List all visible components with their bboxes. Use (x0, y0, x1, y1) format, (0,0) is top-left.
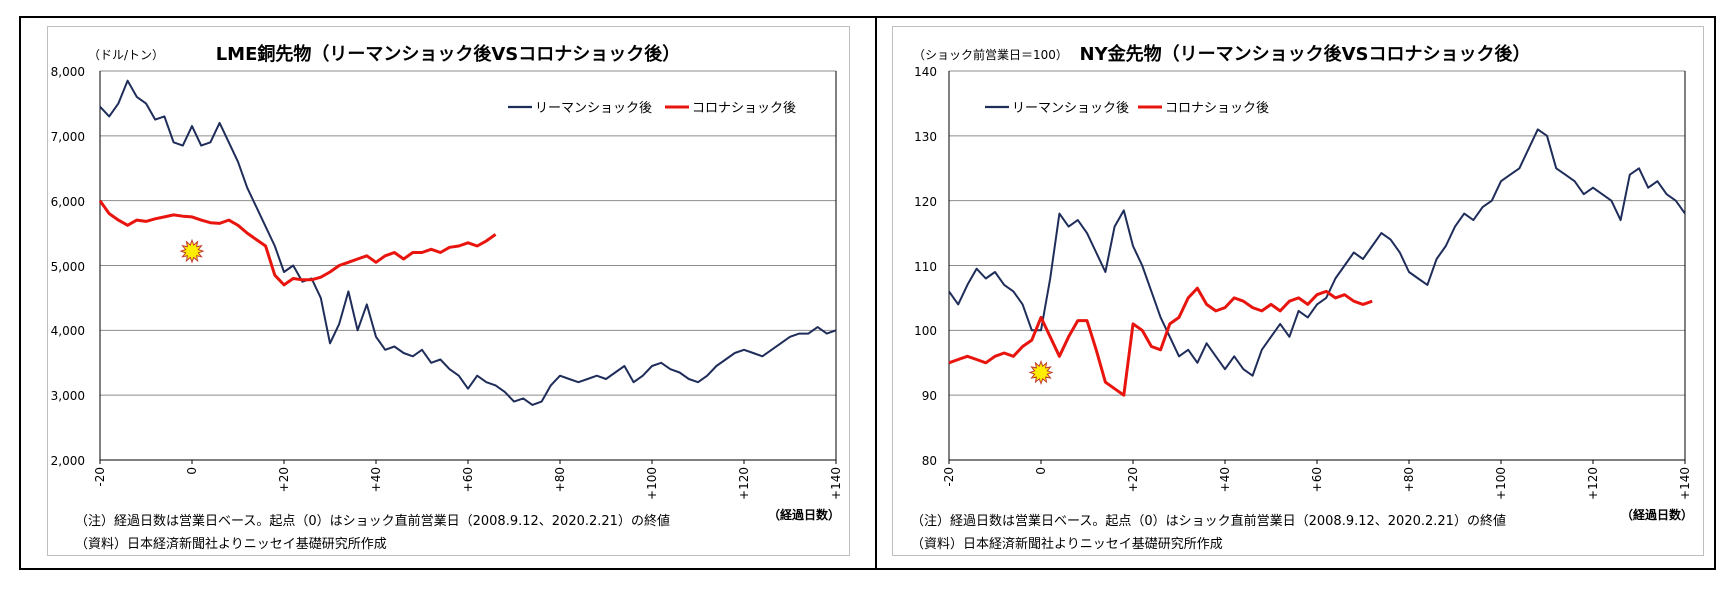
x-tick-label: +80 (553, 467, 567, 492)
x-tick-labels: -20 0 +20 +40 +60 +80 +100 +120 +140 (942, 467, 1692, 500)
x-tick-label: +40 (369, 467, 383, 492)
y-tick-label: 6,000 (51, 195, 85, 209)
y-tick-label: 7,000 (51, 130, 85, 144)
x-tick-labels: -20 0 +20 +40 +60 +80 +100 +120 +140 (93, 467, 843, 500)
series-line-corona (98, 199, 497, 287)
note-text: （注）経過日数は営業日ベース。起点（0）はショック直前営業日（2008.9.12… (75, 513, 670, 529)
legend-label-corona: コロナショック後 (1165, 101, 1269, 116)
series-line-corona (948, 286, 1373, 397)
series-line-lehman (99, 79, 837, 406)
legend: リーマンショック後 コロナショック後 (985, 101, 1269, 116)
y-tick-label: 80 (922, 454, 937, 468)
x-tick-label: +80 (1402, 467, 1416, 492)
x-tick-label: +40 (1218, 467, 1232, 492)
y-unit-label: （ドル/トン） (88, 48, 164, 62)
y-tick-label: 5,000 (51, 260, 85, 274)
starburst-marker-icon (179, 238, 205, 264)
x-tick-label: +20 (1126, 467, 1140, 492)
source-text: （資料）日本経済新聞社よりニッセイ基礎研究所作成 (911, 536, 1223, 552)
x-tick-label: -20 (93, 467, 107, 487)
x-tick-label: +140 (1678, 467, 1692, 500)
gold-plot-area (948, 70, 1686, 464)
outer-frame (19, 16, 1716, 570)
y-tick-label: 8,000 (51, 65, 85, 79)
y-tick-label: 90 (922, 389, 937, 403)
y-tick-label: 100 (914, 324, 937, 338)
chart-title: NY金先物（リーマンショック後VSコロナショック後） (1080, 43, 1531, 65)
y-tick-label: 3,000 (51, 389, 85, 403)
copper-chart-panel: LME銅先物（リーマンショック後VSコロナショック後） （ドル/トン） 8,00… (47, 26, 850, 556)
x-tick-label: +120 (737, 467, 751, 500)
y-tick-label: 140 (914, 65, 937, 79)
x-tick-label: +120 (1586, 467, 1600, 500)
panel-divider (875, 16, 877, 570)
x-tick-label: +100 (1494, 467, 1508, 500)
legend-label-lehman: リーマンショック後 (1012, 101, 1129, 116)
x-tick-label: -20 (942, 467, 956, 487)
y-tick-label: 120 (914, 195, 937, 209)
note-text: （注）経過日数は営業日ベース。起点（0）はショック直前営業日（2008.9.12… (911, 513, 1506, 529)
y-tick-label: 4,000 (51, 324, 85, 338)
y-unit-label: （ショック前営業日＝100） (913, 47, 1068, 62)
starburst-marker-icon (1028, 360, 1054, 385)
x-tick-label: +140 (829, 467, 843, 500)
x-tick-label: +100 (645, 467, 659, 500)
legend-label-corona: コロナショック後 (692, 101, 796, 116)
source-text: （資料）日本経済新聞社よりニッセイ基礎研究所作成 (75, 536, 387, 552)
x-tick-label: +20 (277, 467, 291, 492)
x-tick-label: 0 (185, 467, 199, 475)
x-tick-label: +60 (461, 467, 475, 492)
copper-plot-area (98, 70, 837, 464)
x-unit-label: （経過日数） (1621, 507, 1693, 522)
x-tick-label: +60 (1310, 467, 1324, 492)
gold-chart: NY金先物（リーマンショック後VSコロナショック後） （ショック前営業日＝100… (911, 43, 1693, 552)
y-tick-labels: 8,000 7,000 6,000 5,000 4,000 3,000 2,00… (51, 65, 85, 468)
chart-title: LME銅先物（リーマンショック後VSコロナショック後） (216, 43, 681, 65)
y-tick-label: 130 (914, 130, 937, 144)
y-tick-label: 110 (914, 260, 937, 274)
y-tick-labels: 140 130 120 110 100 90 80 (914, 65, 937, 468)
gold-chart-panel: NY金先物（リーマンショック後VSコロナショック後） （ショック前営業日＝100… (892, 26, 1704, 556)
x-unit-label: （経過日数） (768, 507, 840, 522)
legend-label-lehman: リーマンショック後 (535, 101, 652, 116)
legend: リーマンショック後 コロナショック後 (508, 101, 796, 116)
x-tick-label: 0 (1034, 467, 1048, 475)
y-tick-label: 2,000 (51, 454, 85, 468)
series-line-lehman (948, 128, 1686, 377)
copper-chart: LME銅先物（リーマンショック後VSコロナショック後） （ドル/トン） 8,00… (51, 43, 843, 552)
